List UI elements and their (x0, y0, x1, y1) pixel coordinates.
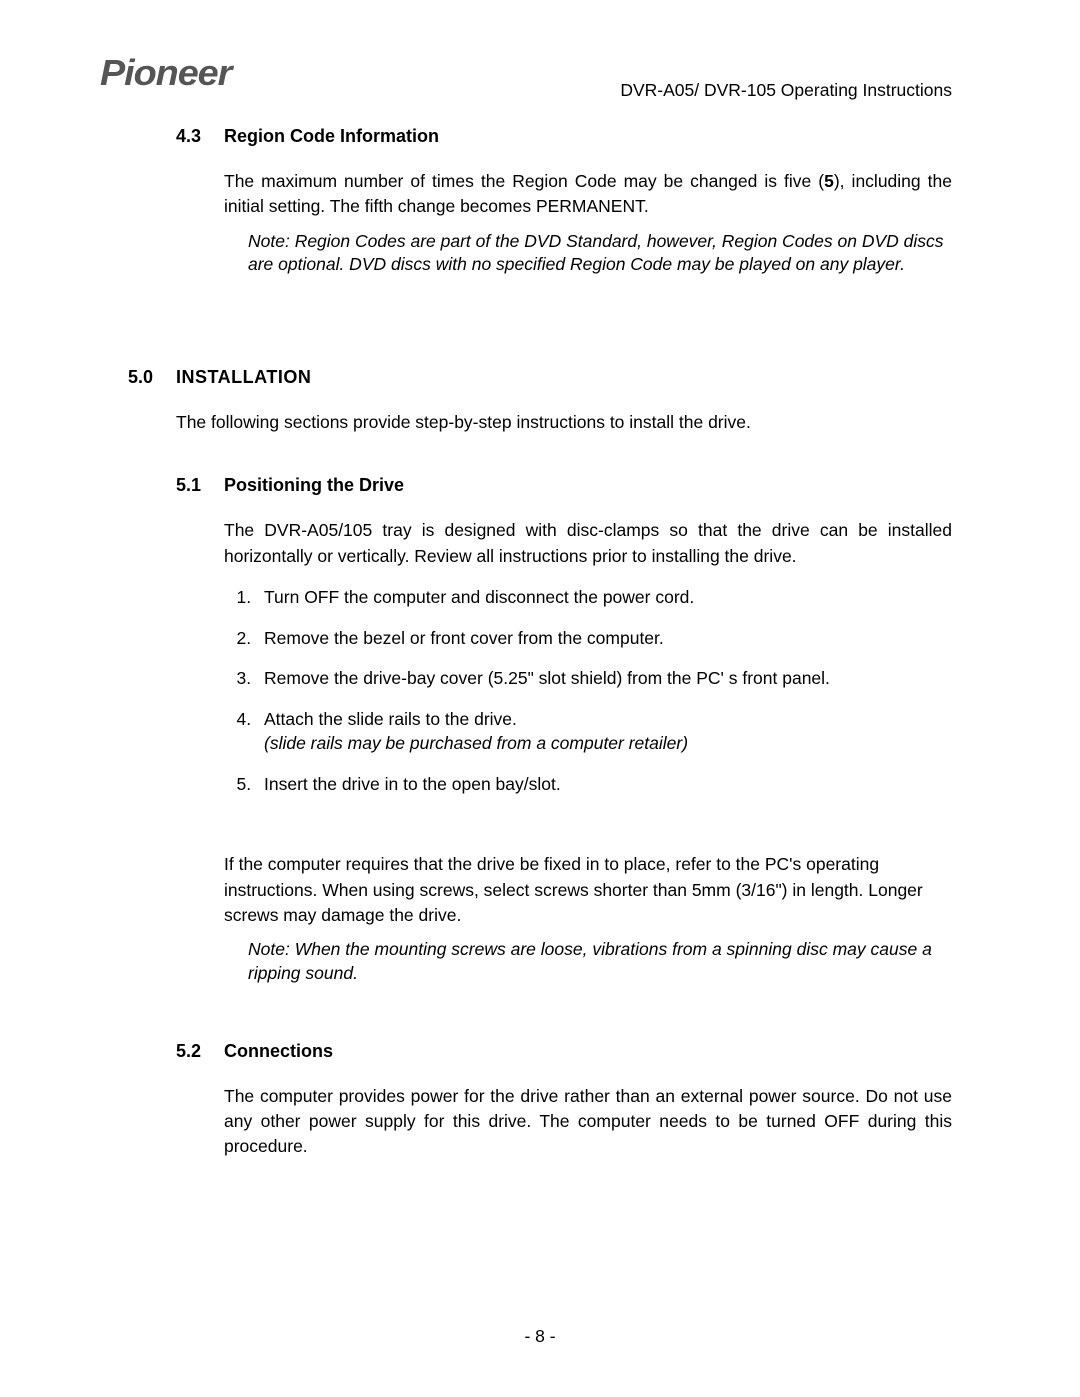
step-sub-note: (slide rails may be purchased from a com… (264, 731, 952, 756)
list-item: Remove the bezel or front cover from the… (256, 626, 952, 651)
section-title: Positioning the Drive (224, 475, 404, 496)
section-5-1-steps: Turn OFF the computer and disconnect the… (224, 585, 952, 796)
step-text: Insert the drive in to the open bay/slot… (264, 774, 561, 794)
section-title: Connections (224, 1041, 333, 1062)
section-heading-5-1: 5.1 Positioning the Drive (128, 475, 952, 496)
section-4-3-note: Note: Region Codes are part of the DVD S… (248, 230, 952, 277)
section-number: 5.1 (176, 475, 224, 496)
body-text-bold: 5 (824, 171, 834, 191)
step-text: Remove the drive-bay cover (5.25" slot s… (264, 668, 830, 688)
step-text: Attach the slide rails to the drive. (264, 709, 517, 729)
section-4-3-body: The maximum number of times the Region C… (224, 169, 952, 220)
list-item: Insert the drive in to the open bay/slot… (256, 772, 952, 797)
page-number: - 8 - (524, 1326, 555, 1346)
section-number: 5.2 (176, 1041, 224, 1062)
list-item: Turn OFF the computer and disconnect the… (256, 585, 952, 610)
list-item: Attach the slide rails to the drive. (sl… (256, 707, 952, 756)
section-heading-4-3: 4.3 Region Code Information (128, 126, 952, 147)
body-text-prefix: The maximum number of times the Region C… (224, 171, 824, 191)
ordered-steps-list: Turn OFF the computer and disconnect the… (224, 585, 952, 796)
list-item: Remove the drive-bay cover (5.25" slot s… (256, 666, 952, 691)
section-number: 5.0 (128, 367, 176, 388)
section-number: 4.3 (176, 126, 224, 147)
section-heading-5-2: 5.2 Connections (128, 1041, 952, 1062)
step-text: Turn OFF the computer and disconnect the… (264, 587, 694, 607)
section-5-2-body: The computer provides power for the driv… (224, 1084, 952, 1160)
section-5-1-body: The DVR-A05/105 tray is designed with di… (224, 518, 952, 569)
header-doc-title: DVR-A05/ DVR-105 Operating Instructions (620, 80, 952, 101)
brand-logo: Pioneer (100, 52, 231, 94)
step-text: Remove the bezel or front cover from the… (264, 628, 664, 648)
document-page: Pioneer DVR-A05/ DVR-105 Operating Instr… (0, 0, 1080, 1397)
section-heading-5-0: 5.0 INSTALLATION (128, 367, 952, 388)
section-5-0-body: The following sections provide step-by-s… (176, 410, 952, 435)
page-content: 4.3 Region Code Information The maximum … (128, 126, 952, 1160)
section-5-1-note: Note: When the mounting screws are loose… (248, 938, 952, 985)
section-5-1-after-steps: If the computer requires that the drive … (224, 852, 952, 928)
section-title: Region Code Information (224, 126, 439, 147)
page-footer: - 8 - (0, 1326, 1080, 1347)
section-title: INSTALLATION (176, 367, 311, 388)
